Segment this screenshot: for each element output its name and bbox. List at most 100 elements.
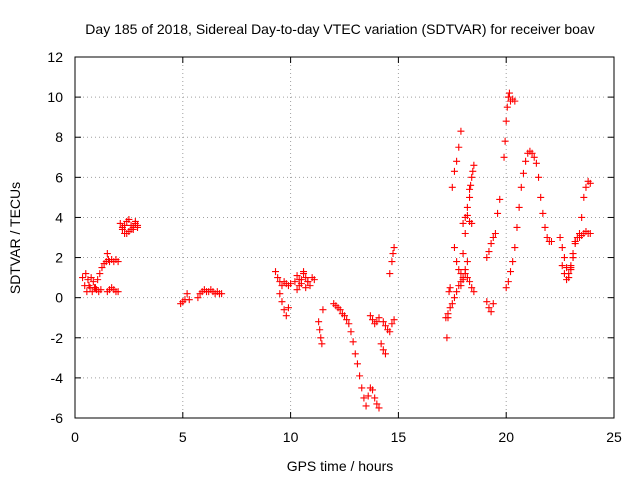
- grid: [75, 57, 614, 418]
- series-seg29: [502, 147, 555, 292]
- data-point: [530, 153, 538, 161]
- data-point: [373, 318, 381, 326]
- data-point: [287, 280, 295, 288]
- data-point: [297, 276, 305, 284]
- data-point: [82, 270, 90, 278]
- data-point: [319, 306, 327, 314]
- data-point: [366, 312, 374, 320]
- data-point: [103, 250, 111, 258]
- data-point: [489, 234, 497, 241]
- data-point: [88, 288, 96, 296]
- series-seg13: [315, 306, 327, 348]
- data-point: [496, 195, 504, 203]
- data-point: [500, 153, 508, 161]
- data-point: [466, 193, 474, 201]
- series-seg14: [330, 300, 370, 410]
- data-point: [468, 173, 476, 181]
- data-point: [457, 127, 465, 135]
- series-seg33: [576, 227, 594, 241]
- data-point: [345, 320, 353, 328]
- series-seg18: [379, 316, 398, 336]
- data-point: [509, 258, 517, 266]
- data-point: [125, 215, 133, 223]
- series-seg09: [272, 268, 295, 290]
- data-point: [358, 384, 366, 392]
- data-point: [293, 272, 301, 280]
- data-point: [362, 402, 370, 410]
- data-point: [519, 169, 527, 177]
- data-point: [316, 326, 324, 334]
- y-tick-label: -2: [51, 330, 64, 346]
- x-tick-label: 15: [391, 429, 407, 445]
- data-point: [295, 282, 303, 290]
- data-point: [356, 372, 364, 380]
- x-tick-label: 10: [283, 429, 299, 445]
- data-point: [569, 254, 577, 262]
- x-tick-label: 25: [606, 429, 622, 445]
- data-point: [448, 183, 456, 191]
- data-point: [463, 274, 471, 282]
- data-point: [351, 350, 359, 358]
- data-point: [114, 258, 122, 266]
- data-point: [445, 288, 453, 296]
- data-point: [560, 270, 568, 278]
- data-point: [468, 219, 476, 227]
- data-point: [522, 157, 530, 165]
- data-point: [79, 274, 87, 282]
- data-point: [457, 270, 465, 278]
- data-point: [511, 244, 519, 252]
- data-point: [97, 286, 105, 294]
- series-seg03: [103, 250, 122, 266]
- series-seg07: [177, 290, 193, 308]
- y-tick-label: 6: [55, 169, 63, 185]
- y-tick-label: 0: [55, 290, 63, 306]
- data-point: [446, 284, 454, 292]
- data-point: [343, 316, 351, 324]
- data-point: [381, 350, 389, 358]
- y-tick-label: 4: [55, 209, 63, 225]
- data-point: [390, 244, 398, 252]
- data-point: [470, 288, 478, 296]
- data-point: [121, 221, 129, 229]
- data-point: [377, 340, 385, 348]
- data-point: [388, 320, 396, 328]
- data-point: [450, 244, 458, 252]
- data-point: [571, 238, 579, 246]
- data-point: [543, 234, 551, 241]
- data-point: [306, 282, 314, 290]
- data-point: [129, 225, 137, 233]
- data-point: [276, 290, 284, 298]
- data-point: [515, 203, 523, 211]
- data-point: [315, 318, 323, 326]
- data-point: [291, 278, 299, 286]
- data-point: [278, 282, 286, 290]
- series-seg02: [82, 270, 105, 296]
- data-point: [453, 258, 461, 266]
- data-point: [446, 304, 454, 312]
- data-point: [485, 304, 493, 312]
- x-axis-title: GPS time / hours: [287, 458, 394, 474]
- data-point: [300, 270, 308, 278]
- series-seg16: [366, 312, 383, 328]
- data-point: [386, 270, 394, 278]
- data-point: [537, 193, 545, 201]
- data-point: [373, 400, 381, 408]
- data-point: [96, 270, 104, 278]
- data-point: [483, 254, 491, 262]
- data-point: [114, 288, 122, 296]
- data-point: [443, 334, 451, 342]
- data-point: [558, 262, 566, 270]
- data-point: [272, 268, 280, 276]
- data-point: [379, 346, 387, 354]
- data-point: [541, 223, 549, 231]
- data-point: [349, 338, 357, 346]
- y-tick-labels: -6 -4 -2 0 2 4 6 8 10 12: [47, 49, 63, 426]
- data-point: [582, 183, 590, 191]
- series-seg04: [103, 284, 122, 296]
- data-point: [94, 276, 102, 284]
- data-point: [375, 314, 383, 322]
- series-seg10: [276, 290, 292, 320]
- data-point: [389, 250, 397, 258]
- data-point: [578, 213, 586, 221]
